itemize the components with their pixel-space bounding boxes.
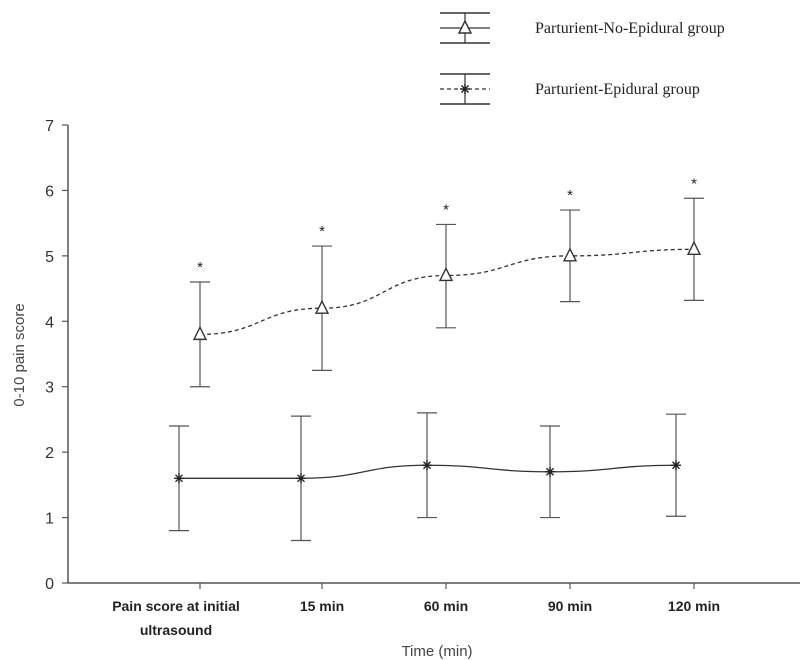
legend-item: Parturient-No-Epidural group [440,12,725,44]
data-point [562,247,578,262]
y-tick-label: 6 [45,183,54,200]
significance-marker: * [443,201,449,218]
series-epidural [169,412,686,542]
y-tick-label: 2 [45,445,54,462]
y-tick-label: 5 [45,249,54,266]
data-point [296,473,306,484]
data-point [671,460,681,471]
axes: 0 1 2 3 4 5 6 7 Pain score at initial ultrasound 1… [45,118,800,638]
y-tick-label: 7 [45,118,54,135]
data-point [314,299,330,314]
x-tick-label: ultrasound [140,622,212,638]
data-point [545,466,555,477]
x-tick-label: Pain score at initial [112,598,240,614]
x-tick-label: 60 min [424,598,468,614]
series-layer: * * * * * [169,175,704,542]
x-tick-label: 15 min [300,598,344,614]
x-tick-label: 120 min [668,598,720,614]
x-axis-title: Time (min) [401,643,472,660]
y-axis-title: 0-10 pain score [11,303,28,406]
legend-marker [460,84,470,94]
y-tick-label: 3 [45,380,54,397]
data-point [192,325,208,341]
significance-marker: * [567,187,573,204]
y-tick-label: 1 [45,511,54,528]
legend-item: Parturient-Epidural group [440,73,700,105]
data-point [438,266,454,282]
series-no-epidural: * * * * * [190,175,704,388]
x-tick-label: 90 min [548,598,592,614]
y-tick-label: 0 [45,576,54,593]
significance-marker: * [319,223,325,240]
data-point [174,473,184,484]
legend-label: Parturient-Epidural group [535,81,700,98]
significance-marker: * [197,259,203,276]
data-point [686,240,702,256]
legend-label: Parturient-No-Epidural group [535,20,725,37]
series-line [199,248,695,336]
significance-marker: * [691,175,697,192]
y-tick-label: 4 [45,314,54,331]
legend-marker [457,19,473,34]
legend: Parturient-No-Epidural group Parturient-E… [440,12,725,105]
data-point [422,460,432,471]
